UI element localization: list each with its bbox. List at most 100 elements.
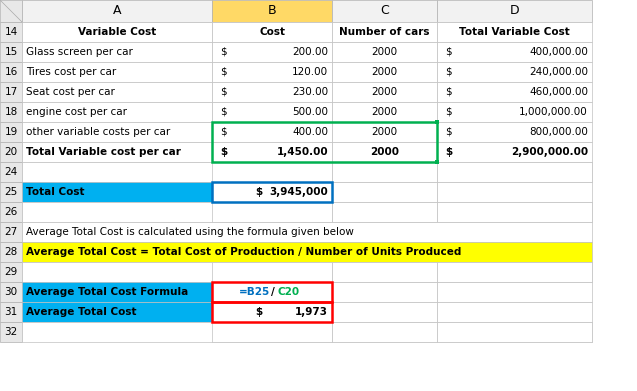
Text: $: $ <box>445 67 452 77</box>
Bar <box>437 182 592 202</box>
Bar <box>212 82 332 102</box>
Bar <box>0 322 22 342</box>
Text: Glass screen per car: Glass screen per car <box>26 47 133 57</box>
Bar <box>212 182 332 202</box>
Text: 15: 15 <box>4 47 18 57</box>
Bar <box>22 262 592 282</box>
Bar <box>212 282 332 302</box>
Bar <box>212 282 332 302</box>
Bar <box>437 62 592 82</box>
Bar <box>437 22 592 42</box>
Text: $: $ <box>220 127 227 137</box>
Text: Total Variable cost per car: Total Variable cost per car <box>26 147 181 157</box>
Text: 800,000.00: 800,000.00 <box>529 127 588 137</box>
Bar <box>22 302 212 322</box>
Bar <box>332 282 437 302</box>
Bar <box>0 122 22 142</box>
Text: 200.00: 200.00 <box>292 47 328 57</box>
Bar <box>0 182 22 202</box>
Bar <box>332 202 437 222</box>
Text: engine cost per car: engine cost per car <box>26 107 127 117</box>
Bar <box>22 222 592 242</box>
Bar <box>0 162 22 182</box>
Bar <box>212 42 332 62</box>
Bar <box>332 102 437 122</box>
Text: 2000: 2000 <box>371 47 397 57</box>
Text: 2000: 2000 <box>371 127 397 137</box>
Bar <box>0 302 22 322</box>
Text: 26: 26 <box>4 207 18 217</box>
Bar <box>212 62 332 82</box>
Text: Average Total Cost Formula: Average Total Cost Formula <box>26 287 189 297</box>
Bar <box>332 302 437 322</box>
Text: 230.00: 230.00 <box>292 87 328 97</box>
Text: 25: 25 <box>4 187 18 197</box>
Text: =B25: =B25 <box>239 287 270 297</box>
Bar <box>435 120 439 124</box>
Bar <box>212 22 332 42</box>
Text: 16: 16 <box>4 67 18 77</box>
Bar <box>22 102 212 122</box>
Bar <box>22 182 212 202</box>
Bar <box>212 142 332 162</box>
Bar <box>212 0 332 22</box>
Text: Total Variable Cost: Total Variable Cost <box>459 27 570 37</box>
Bar <box>22 82 212 102</box>
Text: 2000: 2000 <box>371 87 397 97</box>
Text: 31: 31 <box>4 307 18 317</box>
Bar <box>22 62 212 82</box>
Bar <box>0 0 22 22</box>
Bar <box>212 302 332 322</box>
Text: $: $ <box>445 127 452 137</box>
Text: Average Total Cost: Average Total Cost <box>26 307 136 317</box>
Text: 400,000.00: 400,000.00 <box>529 47 588 57</box>
Bar <box>437 282 592 302</box>
Text: Cost: Cost <box>259 27 285 37</box>
Text: 29: 29 <box>4 267 18 277</box>
Text: $: $ <box>220 107 227 117</box>
Bar <box>0 282 22 302</box>
Bar <box>0 262 22 282</box>
Text: 19: 19 <box>4 127 18 137</box>
Text: $: $ <box>445 147 452 157</box>
Bar <box>332 322 437 342</box>
Bar <box>332 262 437 282</box>
Bar <box>22 282 212 302</box>
Text: B: B <box>268 5 276 18</box>
Bar <box>22 322 592 342</box>
Bar <box>0 102 22 122</box>
Text: other variable costs per car: other variable costs per car <box>26 127 170 137</box>
Text: 1,000,000.00: 1,000,000.00 <box>519 107 588 117</box>
Text: Number of cars: Number of cars <box>340 27 430 37</box>
Bar <box>437 302 592 322</box>
Bar <box>212 122 437 162</box>
Bar <box>0 242 22 262</box>
Bar <box>437 82 592 102</box>
Bar <box>0 42 22 62</box>
Text: 2000: 2000 <box>371 67 397 77</box>
Text: 32: 32 <box>4 327 18 337</box>
Bar <box>332 42 437 62</box>
Text: 14: 14 <box>4 27 18 37</box>
Bar <box>435 160 439 164</box>
Bar <box>212 182 332 202</box>
Text: 120.00: 120.00 <box>292 67 328 77</box>
Bar <box>332 142 437 162</box>
Bar <box>332 62 437 82</box>
Text: C: C <box>380 5 389 18</box>
Bar <box>437 202 592 222</box>
Text: $: $ <box>255 187 263 197</box>
Bar <box>437 162 592 182</box>
Text: 24: 24 <box>4 167 18 177</box>
Bar <box>437 122 592 142</box>
Text: Average Total Cost is calculated using the formula given below: Average Total Cost is calculated using t… <box>26 227 354 237</box>
Text: $: $ <box>220 67 227 77</box>
Text: /: / <box>271 287 275 297</box>
Text: C20: C20 <box>277 287 299 297</box>
Text: 400.00: 400.00 <box>292 127 328 137</box>
Text: A: A <box>113 5 121 18</box>
Bar <box>212 302 332 322</box>
Bar <box>332 22 437 42</box>
Text: Seat cost per car: Seat cost per car <box>26 87 115 97</box>
Bar <box>212 122 332 142</box>
